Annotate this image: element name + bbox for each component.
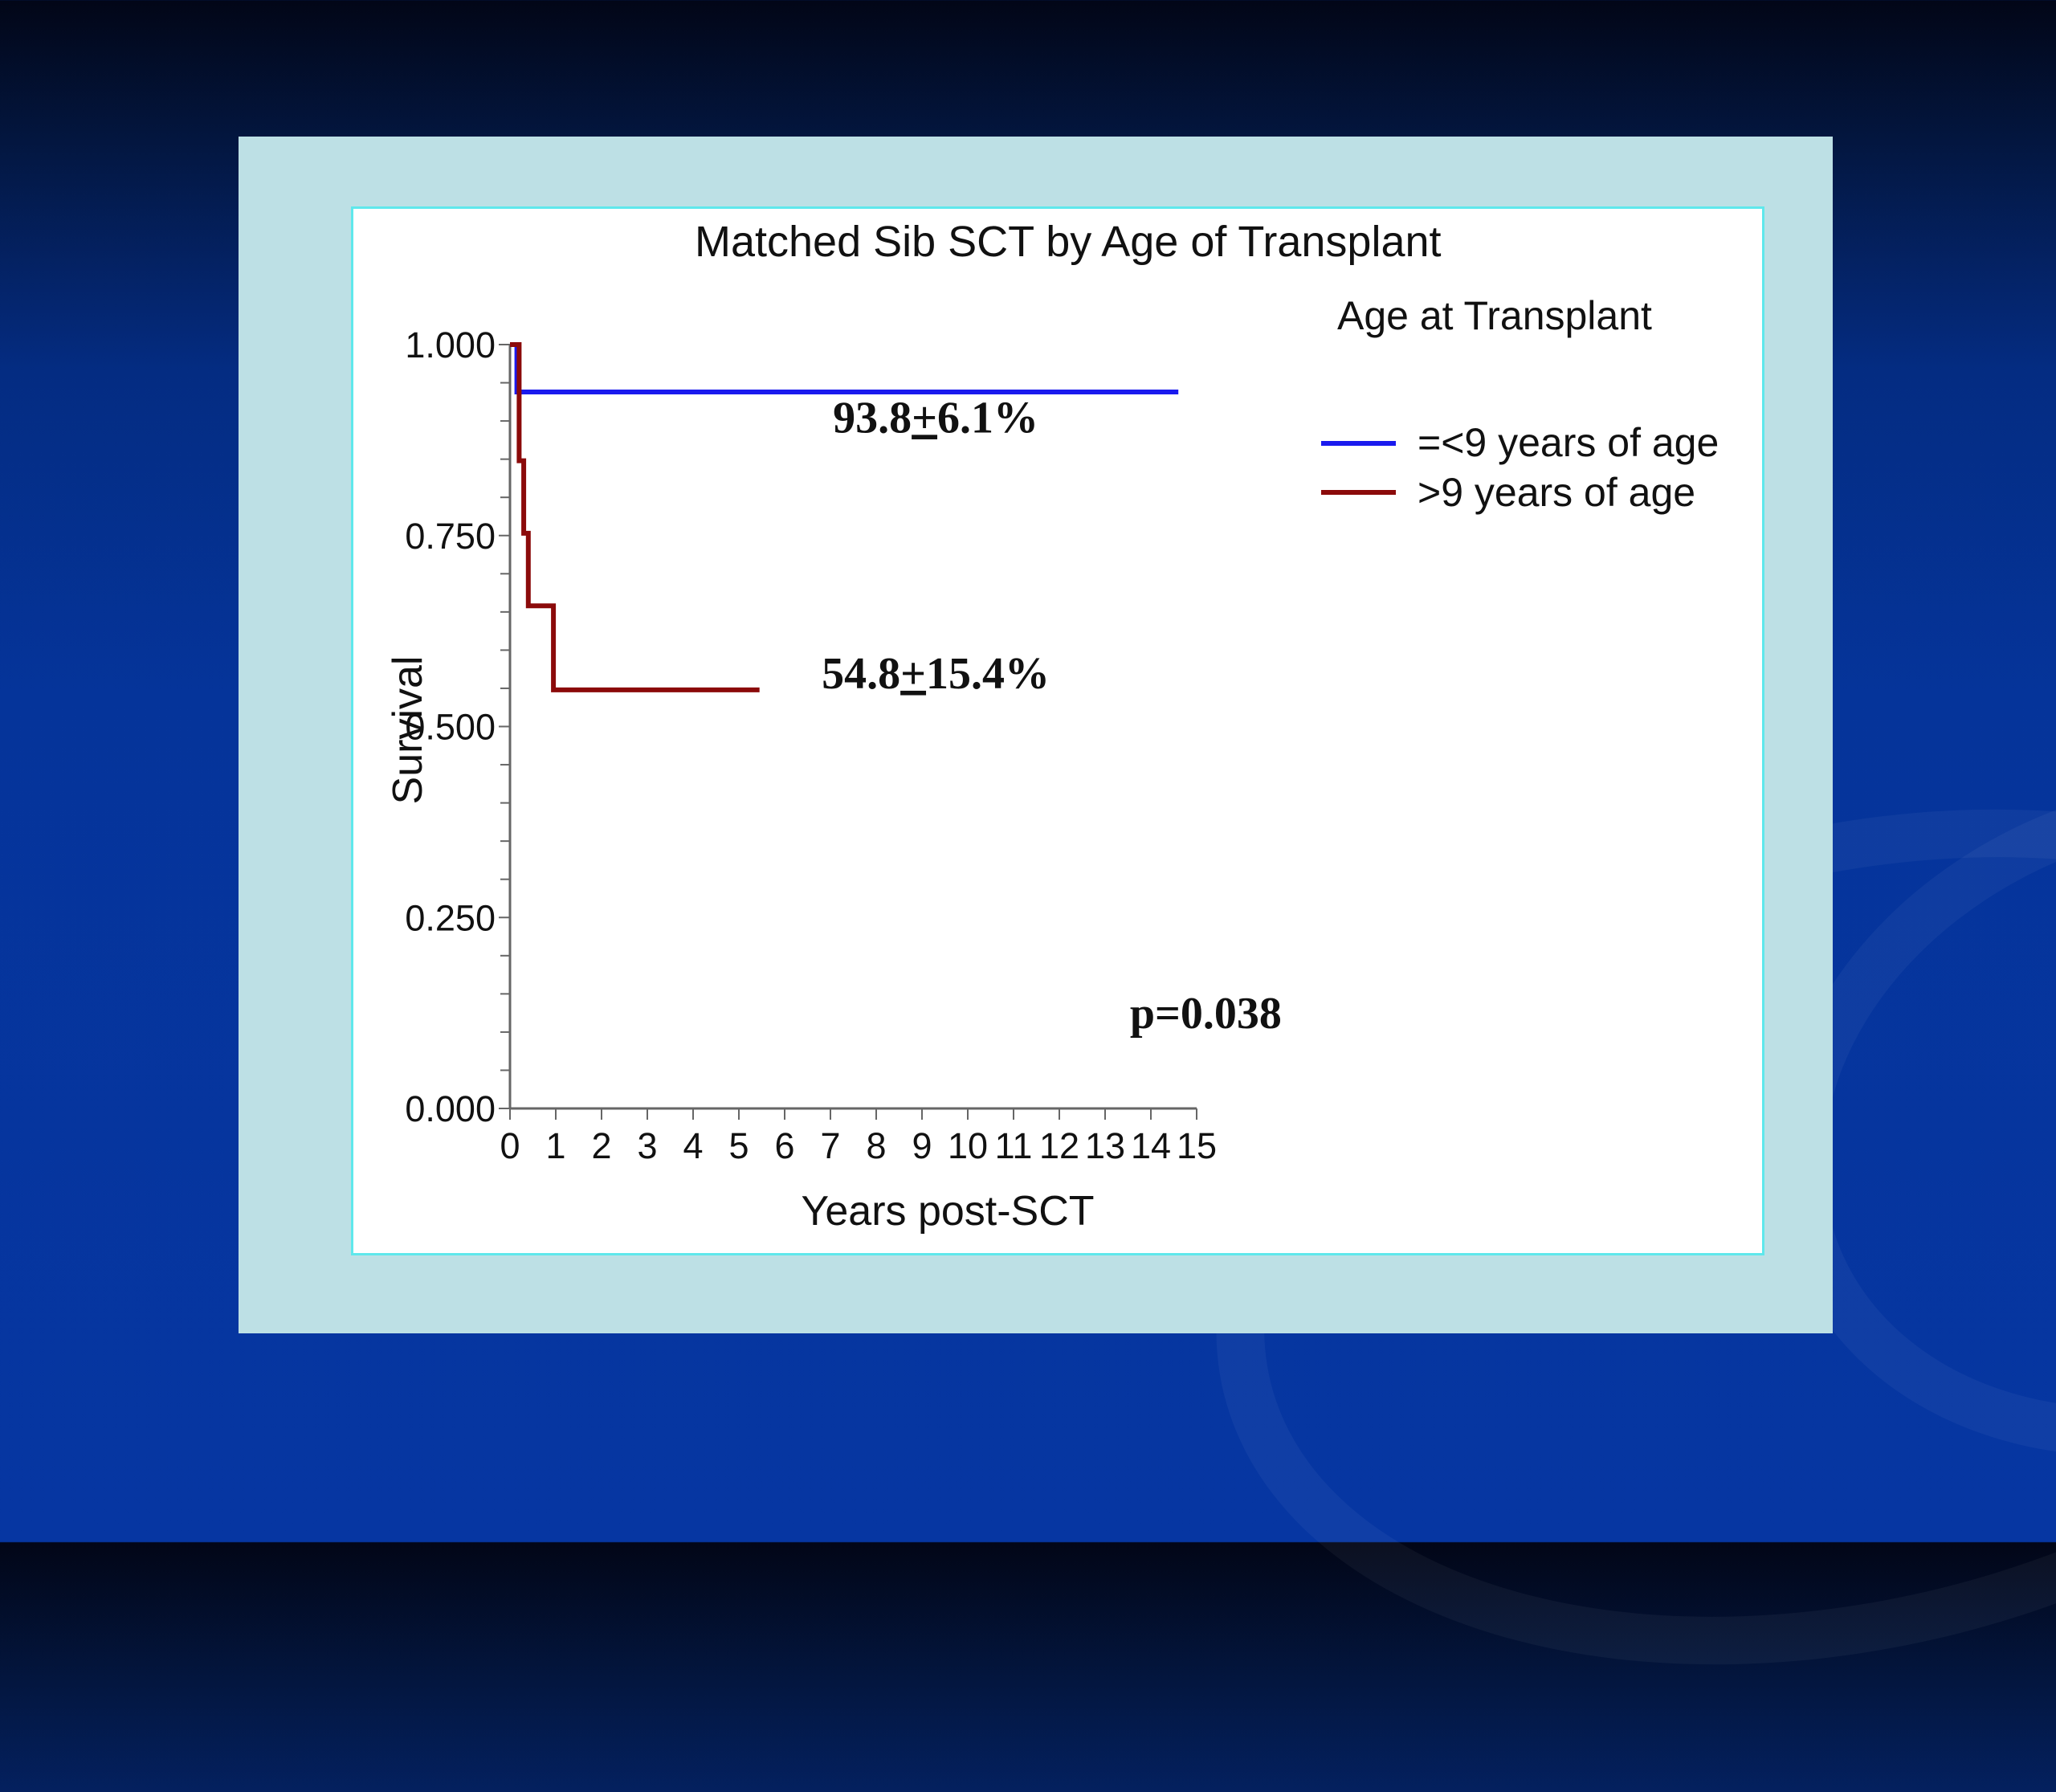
slide-frame: Matched Sib SCT by Age of Transplant 0.0… [239,137,1833,1333]
x-tick-label: 2 [591,1125,611,1166]
x-tick-label: 7 [820,1125,840,1166]
chart-title: Matched Sib SCT by Age of Transplant [695,218,1442,266]
x-tick-label: 8 [866,1125,886,1166]
x-tick-label: 15 [1177,1125,1217,1166]
y-ticks: 0.000 0.250 0.500 0.750 1.000 [405,325,510,1129]
x-tick-label: 9 [912,1125,932,1166]
x-tick-label: 3 [637,1125,657,1166]
x-tick-label: 12 [1039,1125,1079,1166]
series-lines [510,342,1179,692]
y-tick-label: 1.000 [405,325,496,365]
p-value-annotation: p=0.038 [1130,989,1282,1039]
legend-label-0: =<9 years of age [1418,420,1719,465]
x-tick-label: 13 [1085,1125,1125,1166]
x-tick-label: 0 [500,1125,520,1166]
x-axis-label: Years post-SCT [801,1188,1094,1235]
legend-title: Age at Transplant [1337,293,1652,338]
y-tick-label: 0.750 [405,516,496,557]
x-tick-label: 11 [995,1125,1033,1166]
x-tick-label: 10 [948,1125,988,1166]
y-tick-label: 0.000 [405,1088,496,1129]
x-tick-label: 6 [774,1125,794,1166]
annotation-group-young: 93.8+6.1% [833,393,1038,443]
x-tick-label: 1 [545,1125,565,1166]
x-tick-label: 4 [683,1125,703,1166]
y-axis-label: Survival [385,656,431,805]
x-ticks: 0 1 2 3 4 5 6 7 8 9 10 11 12 13 14 15 [500,1108,1217,1166]
annotations: 93.8+6.1% 54.8+15.4% p=0.038 [822,393,1282,1039]
series-line-1 [510,342,760,692]
chart-axes [508,345,1197,1110]
annotation-group-older: 54.8+15.4% [822,649,1050,699]
y-tick-label: 0.500 [405,707,496,748]
y-tick-label: 0.250 [405,897,496,938]
x-tick-label: 14 [1131,1125,1171,1166]
x-tick-label: 5 [728,1125,749,1166]
chart-panel: Matched Sib SCT by Age of Transplant 0.0… [351,206,1764,1255]
series-line-0 [510,342,1179,394]
legend: Age at Transplant =<9 years of age >9 ye… [1321,293,1719,515]
legend-label-1: >9 years of age [1418,470,1695,515]
survival-chart: Matched Sib SCT by Age of Transplant 0.0… [385,218,1719,1235]
